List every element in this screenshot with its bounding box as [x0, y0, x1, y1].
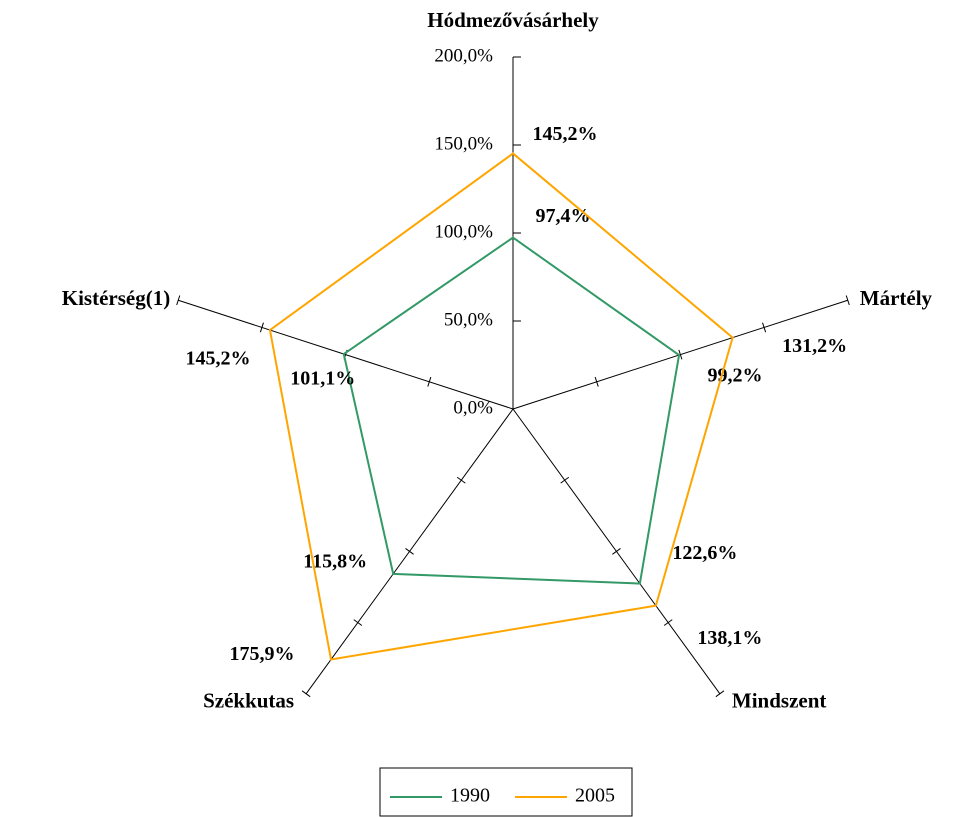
tick-mark: [845, 295, 850, 306]
category-label: Mindszent: [732, 689, 827, 713]
category-label: Kistérség(1): [62, 286, 170, 310]
tick-mark: [594, 376, 599, 387]
data-label: 145,2%: [185, 348, 250, 370]
y-tick-label: 0,0%: [453, 397, 493, 418]
data-label: 122,6%: [672, 542, 737, 564]
data-label: 175,9%: [230, 643, 295, 665]
tick-mark: [353, 619, 363, 626]
legend-label: 1990: [450, 785, 490, 807]
data-label: 101,1%: [290, 368, 355, 390]
tick-mark: [405, 548, 414, 555]
series-line: [268, 152, 734, 661]
tick-mark: [176, 295, 181, 306]
tick-mark: [456, 476, 466, 484]
data-label: 99,2%: [708, 365, 763, 387]
y-tick-label: 200,0%: [434, 45, 493, 66]
category-label: Székkutas: [203, 689, 294, 713]
legend-label: 2005: [575, 785, 615, 807]
tick-mark: [762, 322, 767, 333]
category-label: Mártély: [860, 286, 933, 310]
tick-mark: [663, 619, 673, 626]
legend-box: [379, 767, 633, 817]
category-label: Hódmezővásárhely: [427, 8, 599, 32]
tick-mark: [427, 376, 432, 387]
series-line: [342, 236, 681, 585]
y-tick-label: 100,0%: [434, 221, 493, 242]
tick-mark: [301, 690, 311, 698]
data-label: 131,2%: [782, 335, 847, 357]
y-tick-label: 50,0%: [444, 309, 493, 330]
data-label: 97,4%: [536, 205, 591, 227]
tick-mark: [715, 690, 725, 698]
tick-mark: [612, 548, 621, 555]
tick-mark: [560, 476, 570, 484]
data-label: 115,8%: [303, 550, 367, 572]
data-label: 138,1%: [697, 627, 762, 649]
tick-mark: [259, 322, 264, 333]
y-tick-label: 150,0%: [434, 133, 493, 154]
tick-mark: [678, 349, 683, 360]
data-label: 145,2%: [533, 123, 598, 145]
